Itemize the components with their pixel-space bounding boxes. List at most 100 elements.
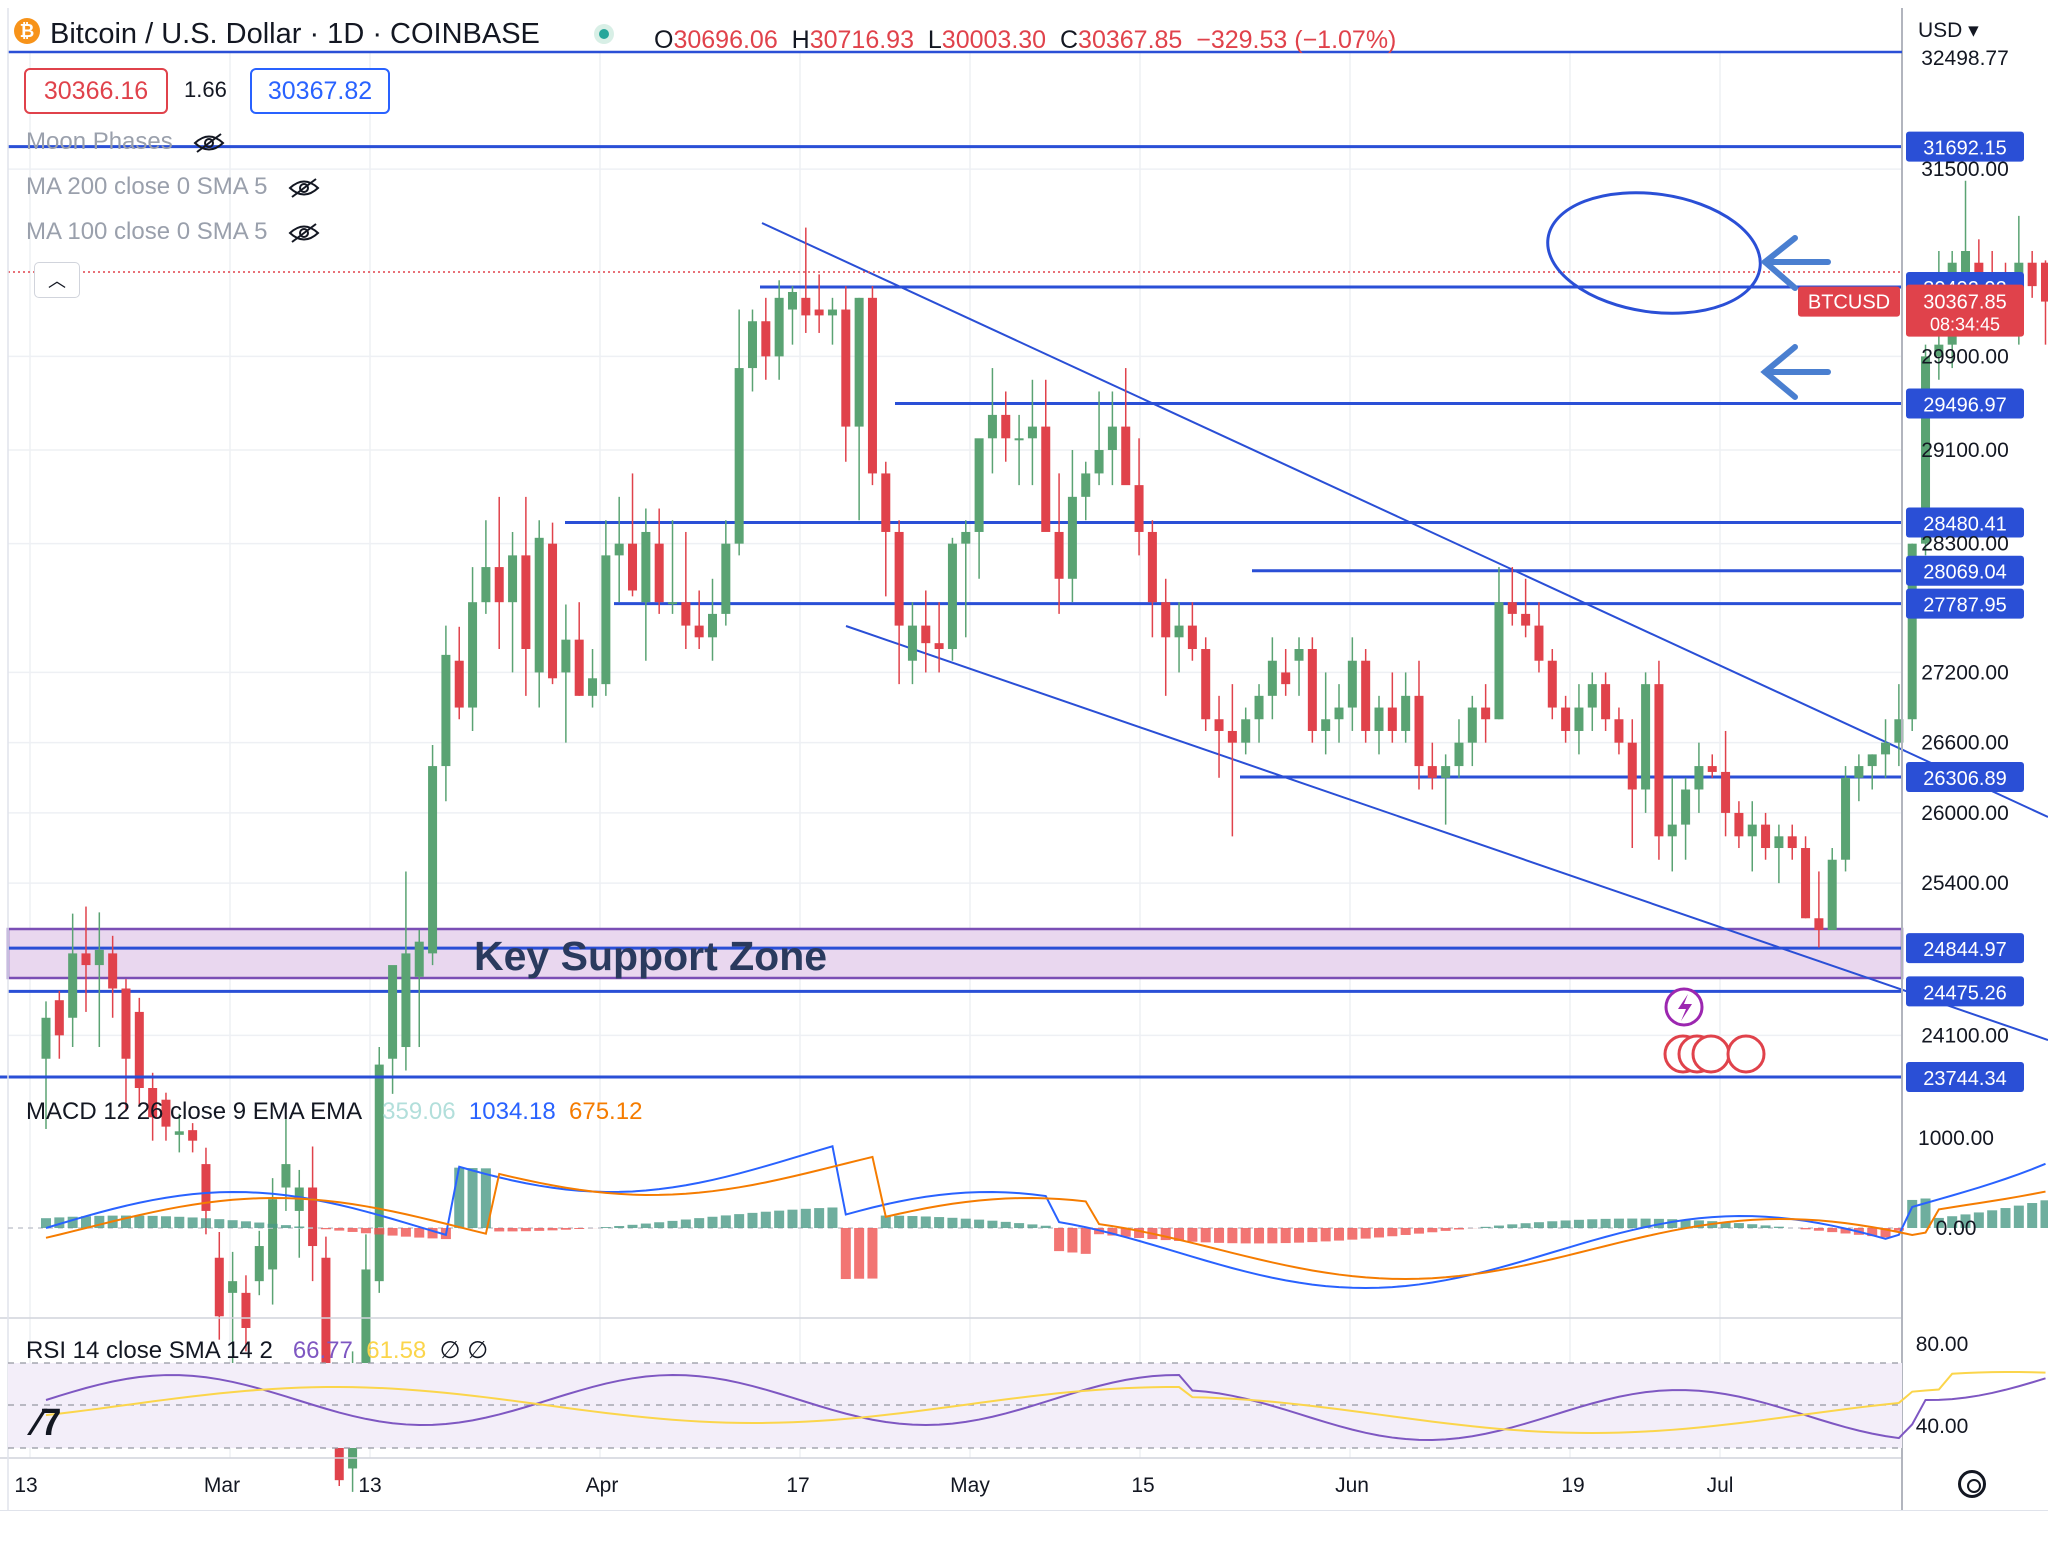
candle-body (588, 678, 597, 696)
price-level-label: 23744.34 (1923, 1068, 2006, 1090)
candle-body (641, 532, 650, 602)
candle-body (1241, 719, 1250, 742)
candle-body (508, 555, 517, 602)
candle-body (468, 602, 477, 707)
price-axis-tick: 24100.00 (1921, 1024, 2009, 1047)
macd-histogram-bar (1361, 1228, 1371, 1239)
macd-histogram-bar (681, 1220, 691, 1228)
candle-body (895, 532, 904, 626)
macd-legend[interactable]: MACD 12 26 close 9 EMA EMA 359.06 1034.1… (26, 1098, 642, 1126)
macd-histogram-bar (148, 1216, 158, 1228)
candle-body (535, 538, 544, 673)
candle-body (441, 655, 450, 766)
sell-price-button[interactable]: 30366.16 (24, 68, 168, 114)
price-level-label: 24844.97 (1923, 939, 2006, 961)
candle-body (1295, 649, 1304, 661)
rsi-legend[interactable]: RSI 14 close SMA 14 2 66.77 61.58 ∅ ∅ (26, 1336, 488, 1365)
candle-body (775, 298, 784, 357)
settings-gear-icon[interactable] (1958, 1470, 1986, 1498)
spread-value: 1.66 (184, 77, 227, 103)
macd-value: 1034.18 (469, 1098, 556, 1125)
ma200-legend[interactable]: MA 200 close 0 SMA 5 (26, 173, 320, 201)
candle-body (1201, 649, 1210, 719)
macd-histogram-bar (1561, 1220, 1571, 1228)
macd-histogram-bar (1521, 1223, 1531, 1228)
macd-histogram-bar (1614, 1219, 1624, 1228)
hidden-eye-icon[interactable] (288, 177, 320, 199)
macd-histogram-bar (1294, 1228, 1304, 1243)
candle-body (1494, 602, 1503, 719)
macd-histogram-bar (1734, 1223, 1744, 1228)
macd-histogram-bar (841, 1228, 851, 1279)
price-axis-tick: 32498.77 (1921, 47, 2009, 70)
macd-histogram-bar (867, 1228, 877, 1279)
macd-histogram-bar (1347, 1228, 1357, 1240)
macd-histogram-bar (1494, 1226, 1504, 1228)
candle-body (841, 310, 850, 427)
candle-body (2028, 263, 2037, 286)
buy-price-button[interactable]: 30367.82 (250, 68, 390, 114)
candle-body (1015, 438, 1024, 440)
price-axis-tick: 29900.00 (1921, 345, 2009, 368)
candle-body (1868, 754, 1877, 766)
macd-histogram-bar (801, 1209, 811, 1228)
macd-histogram-bar (388, 1228, 398, 1236)
candle-body (1561, 708, 1570, 731)
hidden-eye-icon[interactable] (193, 132, 225, 154)
candle-body (1481, 708, 1490, 720)
candle-body (188, 1130, 197, 1141)
candle-body (428, 766, 437, 953)
macd-histogram-bar (1041, 1226, 1051, 1228)
arrow-annotation-upper (1765, 238, 1828, 288)
collapse-legend-button[interactable]: ︿ (34, 262, 80, 298)
candle-body (1468, 708, 1477, 743)
time-axis-tick: Apr (586, 1474, 619, 1497)
key-support-zone-label: Key Support Zone (474, 933, 827, 979)
ohlc-readout: O30696.06 H30716.93 L30003.30 C30367.85 … (654, 26, 1396, 55)
macd-histogram-bar (854, 1228, 864, 1279)
moon-phases-legend[interactable]: Moon Phases (26, 128, 225, 156)
candle-body (921, 626, 930, 644)
candle-body (1108, 427, 1117, 450)
candle-body (1348, 661, 1357, 708)
price-level-label: 29496.97 (1923, 395, 2006, 417)
candle-body (1761, 825, 1770, 848)
candle-body (1614, 719, 1623, 742)
candle-body (481, 567, 490, 602)
price-axis-tick: 25400.00 (1921, 872, 2009, 895)
macd-histogram-bar (827, 1207, 837, 1228)
candle-body (975, 438, 984, 532)
macd-histogram-bar (1281, 1228, 1291, 1243)
currency-selector[interactable]: USD ▾ (1918, 18, 1979, 43)
hidden-eye-icon[interactable] (288, 222, 320, 244)
macd-histogram-bar (1187, 1228, 1197, 1242)
price-circle-annotation (1540, 180, 1768, 327)
macd-histogram-bar (1427, 1228, 1437, 1232)
macd-histogram-bar (934, 1217, 944, 1228)
candle-body (268, 1199, 277, 1269)
candle-body (1841, 778, 1850, 860)
macd-histogram-bar (1067, 1228, 1077, 1252)
macd-histogram-bar (548, 1228, 558, 1230)
macd-histogram-bar (1241, 1228, 1251, 1243)
macd-histogram-bar (1827, 1228, 1837, 1232)
price-axis-tick: 31500.00 (1921, 158, 2009, 181)
candle-body (695, 626, 704, 638)
candle-body (521, 555, 530, 649)
us-flag-icon[interactable] (1693, 1036, 1729, 1072)
price-axis-tick: 26600.00 (1921, 732, 2009, 755)
economic-events[interactable] (1665, 989, 1764, 1072)
candle-body (1361, 661, 1370, 731)
ma100-legend[interactable]: MA 100 close 0 SMA 5 (26, 218, 320, 246)
macd-histogram-bar (1387, 1228, 1397, 1236)
us-flag-icon[interactable] (1728, 1036, 1764, 1072)
rsi-sma-value: 61.58 (366, 1337, 426, 1364)
macd-histogram-bar (2001, 1208, 2011, 1228)
candle-body (1414, 696, 1423, 766)
macd-histogram-bar (494, 1228, 504, 1231)
macd-histogram-bar (1601, 1219, 1611, 1228)
macd-histogram-bar (1267, 1228, 1277, 1243)
symbol-title[interactable]: Bitcoin / U.S. Dollar · 1D · COINBASE (50, 18, 540, 51)
candle-body (575, 640, 584, 696)
candle-body (1268, 661, 1277, 696)
